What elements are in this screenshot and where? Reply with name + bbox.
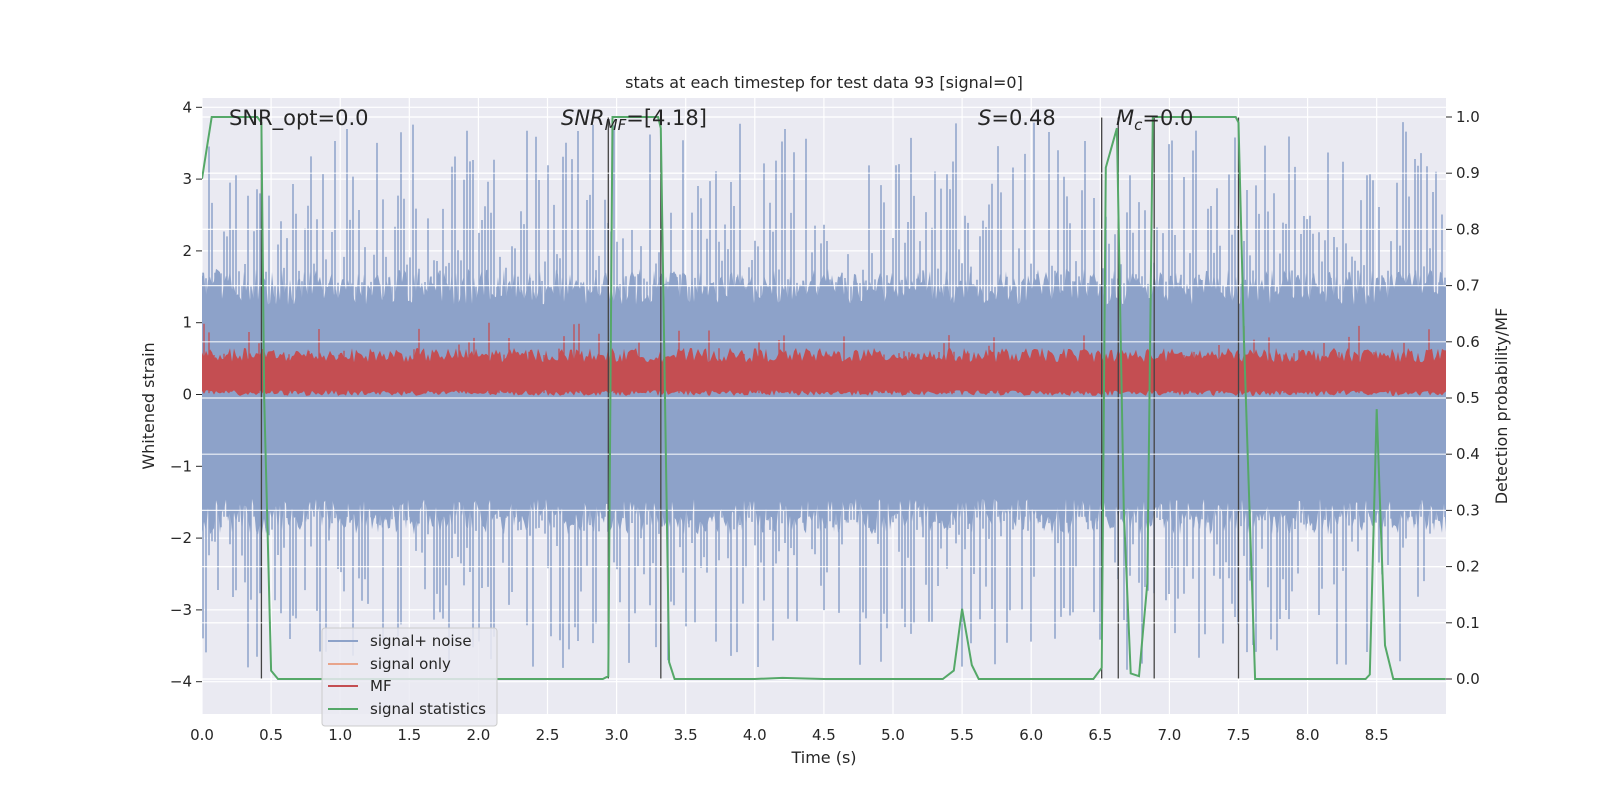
y-left-ticks: 4 3 2 1 0 −1 −2 −3 −4 [170, 98, 202, 691]
y-left-tick-label: 1 [182, 314, 192, 332]
x-tick-label: 7.5 [1227, 726, 1251, 744]
x-tick-label: 1.0 [328, 726, 352, 744]
x-tick-label: 0.0 [190, 726, 214, 744]
y-right-tick-label: 0.3 [1456, 501, 1480, 519]
x-tick-label: 8.5 [1365, 726, 1389, 744]
y-left-tick-label: 3 [182, 170, 192, 188]
x-tick-label: 4.0 [743, 726, 767, 744]
x-tick-label: 0.5 [259, 726, 283, 744]
x-tick-label: 4.5 [812, 726, 836, 744]
annotation-snr-opt: SNR_opt=0.0 [229, 106, 369, 131]
mf-band [202, 347, 1446, 396]
x-tick-label: 8.0 [1296, 726, 1320, 744]
y-right-tick-label: 0.6 [1456, 333, 1480, 351]
y-right-tick-label: 0.5 [1456, 389, 1480, 407]
y-right-tick-label: 0.0 [1456, 670, 1480, 688]
y-right-tick-label: 0.8 [1456, 220, 1480, 238]
x-tick-label: 6.0 [1019, 726, 1043, 744]
y-right-ticks: 1.0 0.9 0.8 0.7 0.6 0.5 0.4 0.3 0.2 0.1 0.0 [1446, 108, 1480, 688]
annotation-mc: Mc=0.0 [1116, 106, 1193, 134]
x-tick-label: 3.0 [605, 726, 629, 744]
annotation-snr-mf: SNRMF=[4.18] [561, 106, 707, 134]
legend-label-signal-statistics: signal statistics [370, 700, 486, 718]
y-right-tick-label: 0.7 [1456, 277, 1480, 295]
legend-label-mf: MF [370, 677, 392, 695]
grid-y-right-overlay [202, 116, 1446, 680]
x-tick-label: 7.0 [1157, 726, 1181, 744]
chart-title: stats at each timestep for test data 93 … [625, 73, 1023, 92]
y-right-tick-label: 0.2 [1456, 558, 1480, 576]
mf-spikes [203, 322, 1430, 394]
x-tick-label: 5.0 [881, 726, 905, 744]
y-left-axis-label: Whitened strain [139, 342, 158, 469]
legend-label-signal-only: signal only [370, 655, 451, 673]
x-tick-label: 2.5 [536, 726, 560, 744]
y-left-tick-label: 0 [182, 386, 192, 404]
x-axis-label: Time (s) [790, 748, 856, 767]
legend-label-signal-noise: signal+ noise [370, 632, 472, 650]
y-left-tick-label: −4 [170, 673, 192, 691]
y-left-tick-label: −2 [170, 529, 192, 547]
y-right-tick-label: 1.0 [1456, 108, 1480, 126]
x-ticks: 0.0 0.5 1.0 1.5 2.0 2.5 3.0 3.5 4.0 4.5 5.0 5.5 6.0 6… [190, 726, 1389, 744]
legend-box [321, 627, 498, 727]
x-tick-label: 1.5 [397, 726, 421, 744]
x-tick-label: 3.5 [674, 726, 698, 744]
y-left-tick-label: −1 [170, 457, 192, 475]
y-right-tick-label: 0.9 [1456, 164, 1480, 182]
x-tick-label: 2.0 [466, 726, 490, 744]
x-tick-label: 5.5 [950, 726, 974, 744]
y-left-tick-label: 4 [182, 98, 192, 116]
signal-statistics-line [202, 116, 1446, 680]
y-right-axis-label: Detection probability/MF [1492, 308, 1511, 505]
y-left-tick-label: 2 [182, 242, 192, 260]
y-right-tick-label: 0.4 [1456, 445, 1480, 463]
legend: signal+ noise signal only MF signal stat… [321, 627, 498, 727]
x-tick-label: 6.5 [1088, 726, 1112, 744]
annotation-s: S=0.48 [978, 106, 1056, 130]
y-right-tick-label: 0.1 [1456, 614, 1480, 632]
y-left-tick-label: −3 [170, 601, 192, 619]
